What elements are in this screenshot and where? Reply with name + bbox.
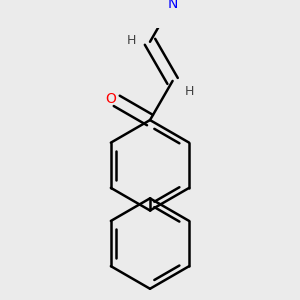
Text: H: H [127, 34, 136, 47]
Text: H: H [184, 85, 194, 98]
Text: N: N [167, 0, 178, 11]
Text: O: O [105, 92, 116, 106]
